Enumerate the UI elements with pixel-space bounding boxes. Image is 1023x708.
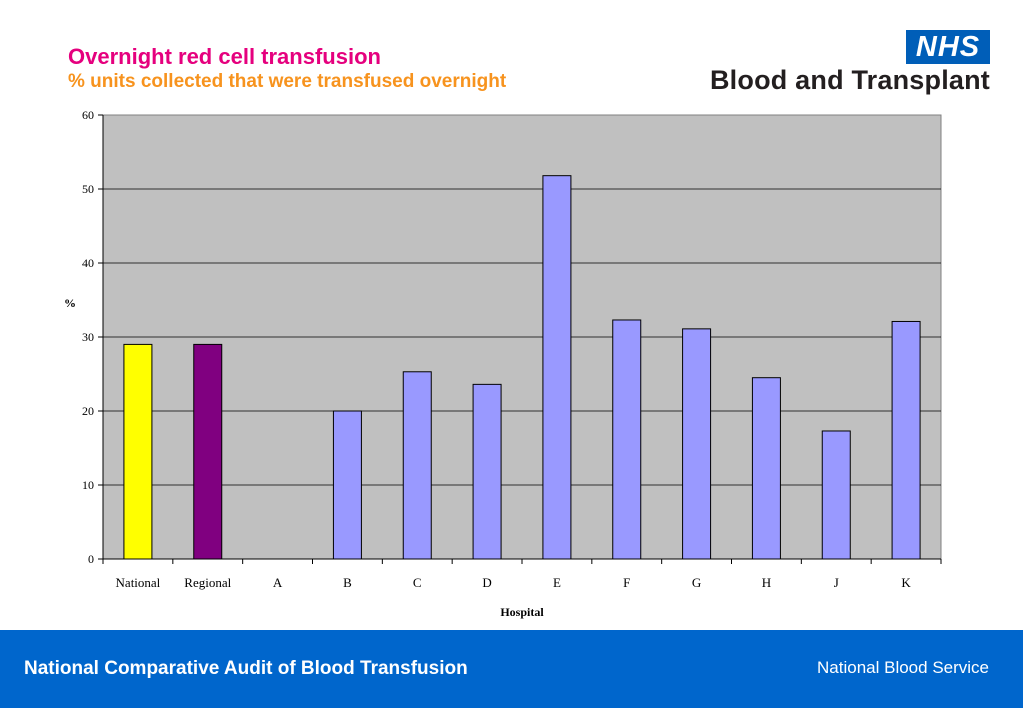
x-tick-label: National [116, 575, 161, 590]
footer-bar: National Comparative Audit of Blood Tran… [0, 630, 1023, 708]
x-tick-label: B [343, 575, 352, 590]
x-tick-label: C [413, 575, 422, 590]
x-tick-label: A [273, 575, 283, 590]
x-tick-label: J [834, 575, 839, 590]
y-tick-label: 60 [82, 108, 94, 122]
x-tick-label: Regional [184, 575, 231, 590]
bar-regional [193, 343, 223, 560]
bar-g [682, 328, 712, 560]
bar-f [612, 319, 642, 560]
y-tick-label: 10 [82, 478, 94, 492]
y-tick-label: 40 [82, 256, 94, 270]
footer-audit-title: National Comparative Audit of Blood Tran… [24, 658, 468, 679]
footer-organisation: National Blood Service [817, 658, 989, 677]
bar-h [751, 377, 781, 560]
y-axis-label: % [64, 296, 76, 310]
bar-d [472, 383, 502, 560]
x-axis-label: Hospital [500, 605, 544, 619]
nhs-badge: NHS [906, 30, 990, 64]
x-tick-label: F [623, 575, 630, 590]
bar-e [542, 175, 572, 560]
nhs-blood-and-transplant-logo: NHS Blood and Transplant [700, 30, 992, 96]
x-tick-label: K [901, 575, 911, 590]
y-tick-label: 50 [82, 182, 94, 196]
x-tick-label: H [762, 575, 771, 590]
bar-c [402, 371, 432, 560]
x-tick-label: G [692, 575, 701, 590]
logo-wordmark: Blood and Transplant [709, 65, 990, 95]
y-tick-label: 0 [88, 552, 94, 566]
chart-title: Overnight red cell transfusion [68, 44, 381, 69]
bar-national [123, 343, 153, 560]
chart-subtitle: % units collected that were transfused o… [68, 71, 507, 92]
bar-b [332, 410, 362, 560]
bar-chart: 0 10 20 30 40 50 60 National Regional A B C D E F G H J K%… [64, 108, 942, 619]
x-tick-label: E [553, 575, 561, 590]
x-tick-label: D [482, 575, 491, 590]
bar-k [891, 320, 921, 560]
bar-j [821, 430, 851, 560]
y-tick-label: 20 [82, 404, 94, 418]
y-tick-label: 30 [82, 330, 94, 344]
